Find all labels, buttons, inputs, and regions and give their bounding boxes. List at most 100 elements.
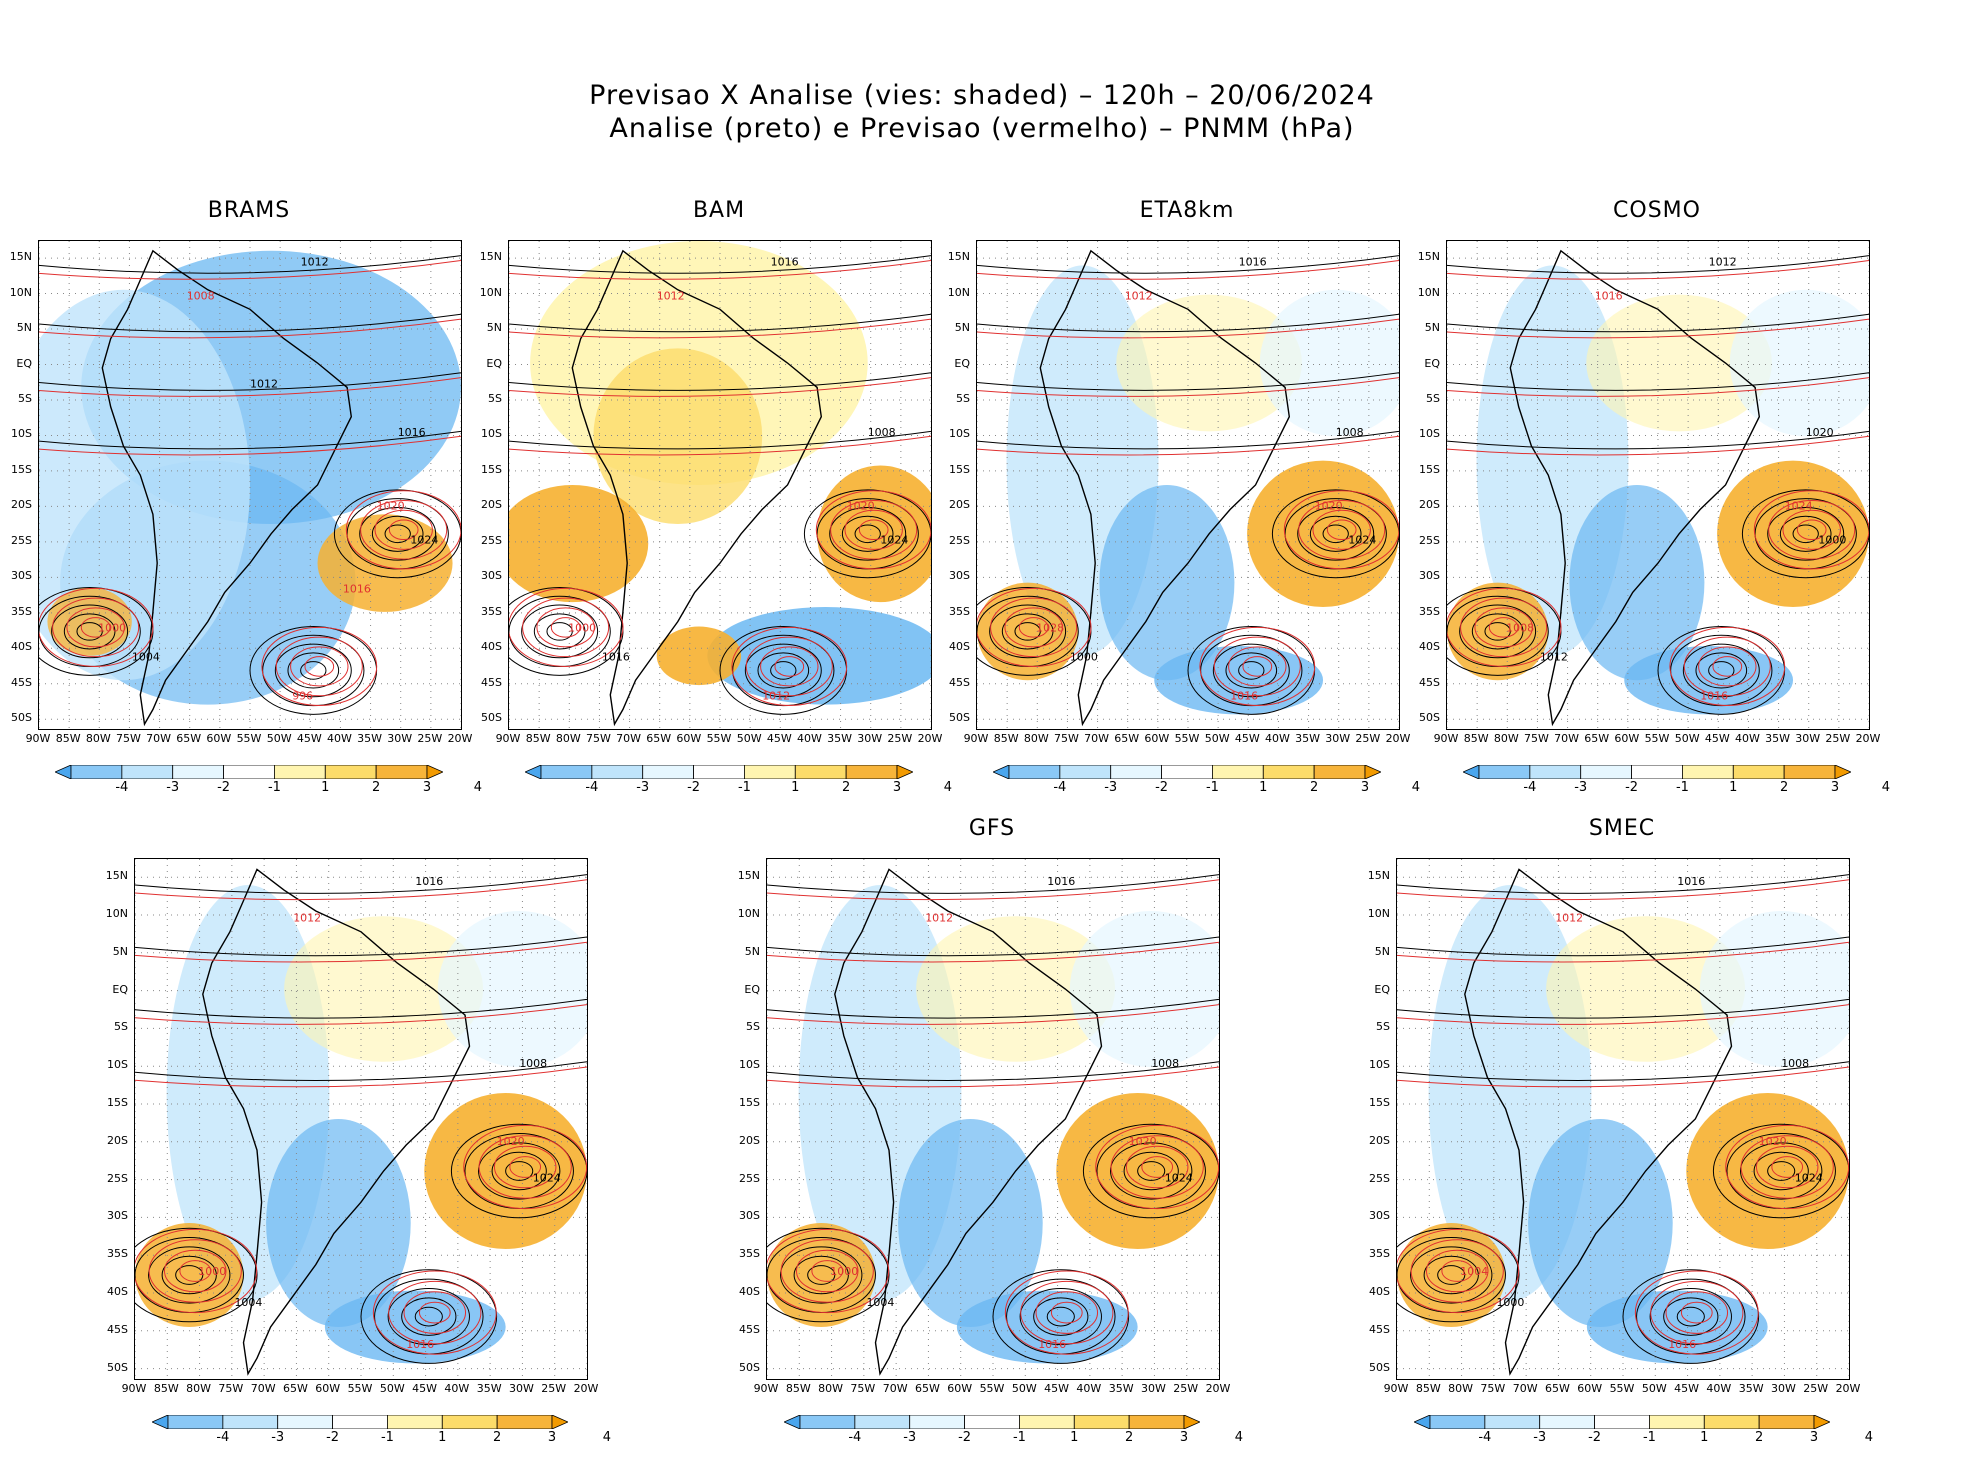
colorbar-swatch xyxy=(1462,764,1480,780)
lon-tick-label: 55W xyxy=(1609,1382,1635,1395)
colorbar-label: -2 xyxy=(687,780,701,795)
contour-label: 1012 xyxy=(925,911,953,924)
contour-label: 1016 xyxy=(1668,1338,1696,1351)
colorbar-label: -4 xyxy=(216,1430,230,1445)
colorbar-swatch xyxy=(54,764,72,780)
map-plot: 1016 1012 1008 1020 1024 1000 1004 1016 xyxy=(766,858,1220,1380)
lon-tick-label: 85W xyxy=(55,732,81,745)
lat-tick-label: 15N xyxy=(9,250,32,264)
colorbar-label: 3 xyxy=(1830,780,1840,795)
lat-tick-label: 40S xyxy=(949,640,970,654)
colorbar-swatch xyxy=(496,1414,553,1430)
lon-tick-label: 65W xyxy=(914,1382,940,1395)
colorbar-label: -2 xyxy=(217,780,231,795)
lon-tick-label: 25W xyxy=(541,1382,567,1395)
lon-tick-label: 40W xyxy=(796,732,822,745)
contour-label: 1008 xyxy=(187,290,215,303)
lon-tick-label: 80W xyxy=(186,1382,211,1395)
lat-tick-label: 5S xyxy=(1376,1020,1390,1034)
lat-tick-label: 5N xyxy=(954,321,970,335)
lon-tick-label: 50W xyxy=(736,732,762,745)
colorbar-swatch xyxy=(332,1414,388,1430)
lon-tick-label: 30W xyxy=(857,732,883,745)
lat-tick-label: 20S xyxy=(481,498,502,512)
lat-tick-label: 10N xyxy=(105,907,128,920)
lon-tick-label: 85W xyxy=(1463,732,1489,745)
colorbar-label: -3 xyxy=(271,1430,285,1445)
colorbar-swatch xyxy=(1649,1414,1705,1430)
lat-tick-label: 15S xyxy=(481,462,502,476)
colorbar-label: 4 xyxy=(473,780,482,795)
panel-smec: SMEC 1016 1012 1008 1020 1024 1004 1000 1016 15N 1… xyxy=(1356,808,1888,1478)
map-svg: 1012 1016 1020 1024 1000 1008 1012 1016 xyxy=(1447,241,1869,729)
contour-label: 1004 xyxy=(132,651,160,664)
contour-label: 1024 xyxy=(880,534,908,547)
lat-tick-label: 20S xyxy=(11,498,32,512)
lat-tick-label: 40S xyxy=(1419,640,1440,654)
colorbar-label: 2 xyxy=(1125,1430,1134,1445)
lat-tick-label: 35S xyxy=(11,604,32,618)
colorbar-swatch xyxy=(426,764,444,780)
colorbar-swatch xyxy=(992,764,1010,780)
contour-label: 1008 xyxy=(1781,1057,1809,1070)
contour-label: 1004 xyxy=(1460,1265,1488,1278)
colorbar-swatch xyxy=(896,764,914,780)
lat-tick-label: 30S xyxy=(1419,569,1440,583)
colorbar-swatch xyxy=(222,1414,279,1430)
lon-tick-label: 85W xyxy=(525,732,551,745)
lon-tick-label: 85W xyxy=(1415,1382,1441,1395)
lon-tick-label: 35W xyxy=(1765,732,1790,745)
lat-tick-label: 40S xyxy=(107,1285,128,1298)
colorbar-label: 1 xyxy=(1070,1430,1079,1445)
lon-tick-label: 70W xyxy=(1554,732,1579,745)
colorbar-label: -4 xyxy=(585,780,599,795)
panel-title: COSMO xyxy=(1613,198,1701,223)
lon-tick-label: 65W xyxy=(282,1382,308,1395)
colorbar-swatch xyxy=(1478,764,1531,780)
colorbar-swatch xyxy=(1631,764,1683,780)
map-plot: 1012 1008 1016 1020 1024 1000 1004 996 1012 1016 xyxy=(38,240,462,730)
colorbar-swatch xyxy=(1429,1414,1486,1430)
contour-label: 1024 xyxy=(1165,1171,1193,1184)
lon-tick-label: 20W xyxy=(917,732,943,745)
colorbar-label: 3 xyxy=(1179,1430,1189,1445)
lon-tick-label: 90W xyxy=(121,1382,147,1395)
colorbar-swatch xyxy=(1262,764,1315,780)
lat-tick-label: 5N xyxy=(16,321,32,335)
lat-tick-label: 15N xyxy=(1367,869,1390,883)
lon-tick-label: 45W xyxy=(1044,1382,1069,1395)
lon-tick-label: 25W xyxy=(1355,732,1381,745)
colorbar-label: 1 xyxy=(791,780,800,795)
lon-tick-label: 60W xyxy=(1614,732,1640,745)
contour-label: 1016 xyxy=(1038,1338,1066,1351)
contour-label: 1016 xyxy=(1047,875,1075,888)
colorbar-label: 2 xyxy=(1310,780,1319,795)
colorbar-swatch xyxy=(375,764,428,780)
lat-tick-label: 10N xyxy=(737,907,760,920)
lat-tick-label: EQ xyxy=(1424,356,1440,370)
panel-eta8km: ETA8km 1016 1012 1008 1020 1024 1028 1000 1016 15… xyxy=(936,190,1438,828)
lat-tick-label: 25S xyxy=(949,533,970,547)
contour-label: 1012 xyxy=(293,911,321,924)
lon-tick-label: 55W xyxy=(236,732,262,745)
lat-tick-label: 45S xyxy=(1419,675,1440,689)
panel-gfs: GFS 1016 1012 1008 1020 1024 1000 1004 1016 15N 10… xyxy=(726,808,1258,1478)
map-svg: 1016 1012 1008 1020 1024 1000 1004 1016 xyxy=(135,859,587,1379)
colorbar-label: 2 xyxy=(1780,780,1789,795)
lon-tick-label: 20W xyxy=(1855,732,1881,745)
contour-label: 1020 xyxy=(377,499,405,512)
lat-tick-label: 30S xyxy=(107,1209,128,1223)
colorbar-label: -1 xyxy=(1642,1430,1656,1445)
colorbar-swatch xyxy=(1073,1414,1130,1430)
colorbar-label: -3 xyxy=(166,780,180,795)
lat-tick-label: 10S xyxy=(1419,427,1440,441)
lon-tick-label: 60W xyxy=(315,1382,341,1395)
lon-tick-label: 30W xyxy=(1770,1382,1796,1395)
colorbar-label: -1 xyxy=(1205,780,1219,795)
lat-tick-label: 5N xyxy=(1374,944,1390,958)
lat-tick-label: 15S xyxy=(949,462,970,476)
lat-tick-label: 10S xyxy=(739,1058,760,1072)
contour-label: 1000 xyxy=(568,621,596,634)
lon-tick-label: 65W xyxy=(646,732,672,745)
lon-tick-label: 75W xyxy=(1053,732,1079,745)
